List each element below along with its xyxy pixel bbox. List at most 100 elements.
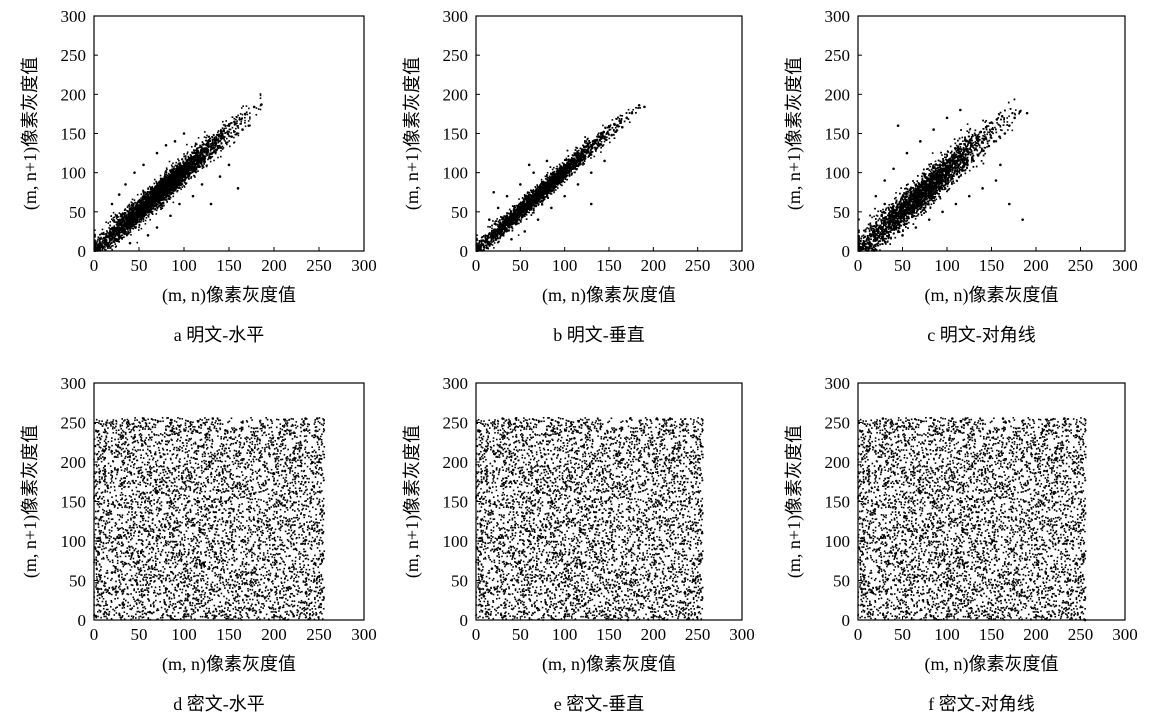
cloud-dot [103,233,105,236]
cloud-dot [154,187,156,189]
cloud-dot [95,244,98,246]
cloud-dot [174,190,176,192]
cloud-dot [244,122,246,124]
cloud-dot [97,238,99,241]
cloud-dot [163,176,166,178]
cloud-dot [177,176,179,178]
scatter-point [236,187,240,190]
cloud-dot [183,164,186,167]
cloud-dot [162,201,165,204]
cloud-dot [211,141,214,143]
cloud-dot [195,165,197,168]
cloud-dot [122,227,124,229]
cloud-dot [113,237,116,240]
cloud-dot [236,125,239,127]
cloud-dot [244,119,246,122]
cloud-dot [157,201,159,203]
cloud-dot [169,170,171,172]
cloud-dot [140,206,142,208]
cloud-dot [162,192,164,194]
cloud-dot [123,232,125,235]
cloud-dot [217,145,220,147]
cloud-dot [182,170,185,172]
cloud-dot [211,152,214,155]
cloud-dot [159,183,162,185]
cloud-dot [124,208,127,211]
cloud-dot [216,147,219,149]
cloud-dot [112,240,115,243]
cloud-dot [109,221,112,223]
cloud-dot [255,113,258,116]
cloud-dot [126,232,129,234]
cloud-dot [124,214,126,217]
cloud-dot [194,145,196,148]
scatter-point [181,179,185,182]
cloud-dot [128,231,130,234]
cloud-dot [214,137,216,140]
cloud-dot [247,120,250,122]
cloud-dot [98,237,101,240]
cloud-dot [178,177,181,180]
cloud-dot [209,153,211,155]
cloud-dot [145,217,148,219]
cloud-dot [163,177,166,180]
cloud-dot [157,196,159,198]
cloud-dot [114,243,117,245]
cloud-dot [119,229,121,231]
cloud-dot [202,154,205,157]
cloud-dot [147,188,149,190]
cloud-dot [108,227,110,229]
cloud-dot [165,191,167,194]
cloud-dot [163,204,165,207]
cloud-dot [162,197,165,200]
cloud-dot [208,140,210,143]
cloud-dot [149,194,152,196]
cloud-dot [142,199,144,202]
cloud-dot [114,246,117,248]
cloud-dot [255,107,258,109]
cloud-dot [155,189,158,191]
cloud-dot [176,185,178,188]
cloud-dot [144,219,147,222]
cloud-dot [191,166,194,168]
scatter-point [195,151,198,155]
cloud-dot [175,177,178,180]
cloud-dot [115,221,117,223]
cloud-dot [121,213,123,216]
cloud-dot [138,209,141,212]
cloud-dot [143,205,145,207]
cloud-dot [176,169,179,171]
scatter-point [230,135,233,138]
cloud-dot [161,177,164,180]
cloud-dot [182,168,185,171]
cloud-dot [120,236,123,239]
cloud-dot [159,195,162,198]
cloud-dot [124,223,126,226]
y-tick-label: 300 [61,7,87,26]
cloud-dot [166,168,168,171]
cloud-dot [113,216,116,218]
cloud-dot [186,176,188,179]
cloud-dot [151,212,154,215]
cloud-dot [223,138,225,141]
cloud-dot [237,127,240,129]
cloud-dot [191,171,194,174]
cloud-dot [139,209,142,211]
scatter-point [227,163,231,167]
cloud-dot [102,231,105,234]
scatter-point [157,187,161,190]
cloud-dot [228,140,231,142]
scatter-point [122,229,125,232]
cloud-dot [158,186,161,188]
cloud-dot [199,152,202,155]
scatter-point [211,138,215,142]
cloud-dot [131,227,133,229]
scatter-point [235,132,239,135]
cloud-dot [168,160,171,163]
cloud-dot [164,189,167,192]
cloud-dot [119,235,122,237]
cloud-dot [225,120,227,122]
scatter-point [218,175,222,178]
cloud-dot [172,190,175,193]
cloud-dot [207,148,210,151]
